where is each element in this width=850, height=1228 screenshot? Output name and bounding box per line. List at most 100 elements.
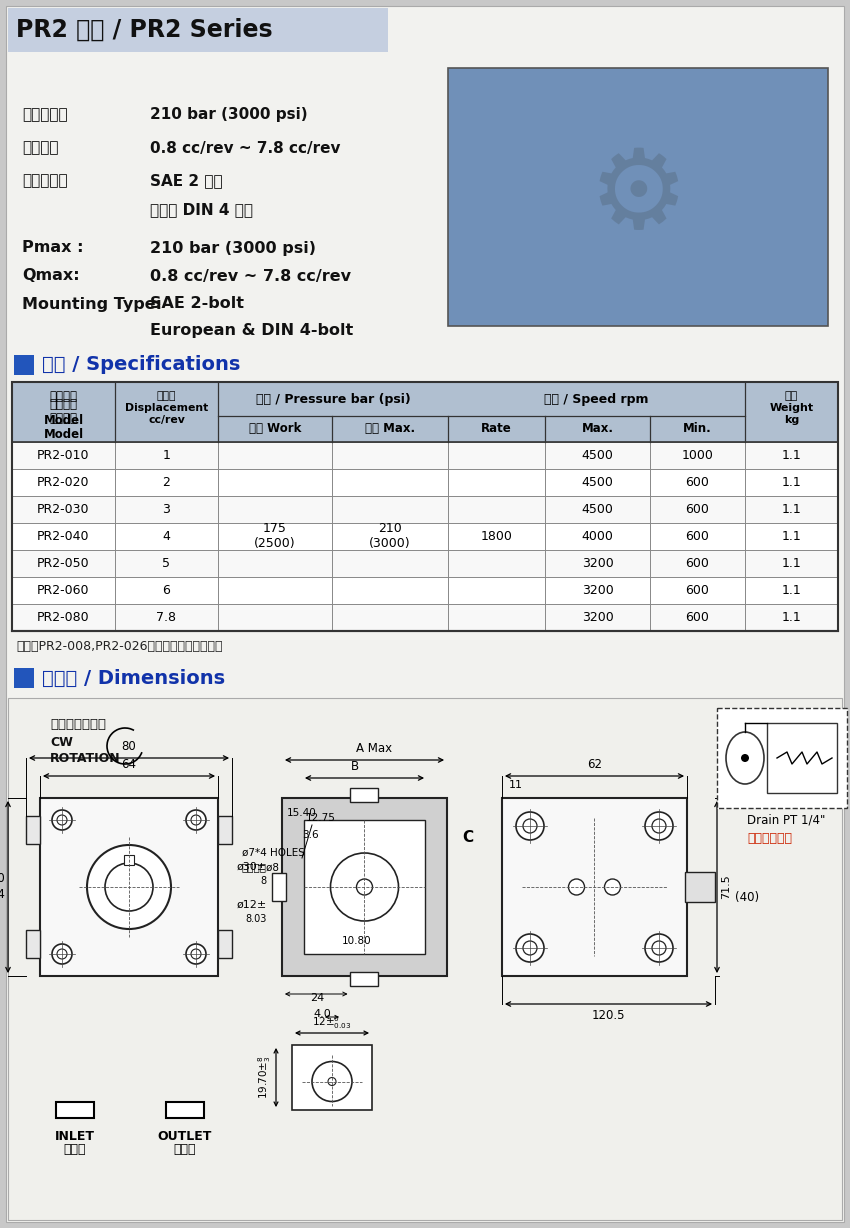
Text: 1800: 1800 xyxy=(480,530,513,543)
Text: A Max: A Max xyxy=(356,742,393,755)
Bar xyxy=(12,442,838,469)
Text: PR2-030: PR2-030 xyxy=(37,503,90,516)
Circle shape xyxy=(105,863,153,911)
Circle shape xyxy=(186,810,206,830)
Bar xyxy=(218,930,232,958)
Text: OUTLET: OUTLET xyxy=(158,1130,212,1143)
Text: 4.0: 4.0 xyxy=(313,1009,331,1019)
Bar xyxy=(350,788,378,802)
Text: 6: 6 xyxy=(162,585,171,597)
Text: 0.8 cc/rev ~ 7.8 cc/rev: 0.8 cc/rev ~ 7.8 cc/rev xyxy=(150,140,341,156)
Text: 84: 84 xyxy=(0,889,5,901)
Circle shape xyxy=(191,949,201,959)
Text: 順時針迴轉方向: 順時針迴轉方向 xyxy=(50,718,106,731)
Text: PR2-020: PR2-020 xyxy=(37,476,90,489)
Circle shape xyxy=(328,1077,336,1086)
Text: CW: CW xyxy=(50,736,73,749)
Circle shape xyxy=(87,845,171,930)
Circle shape xyxy=(569,879,585,895)
Circle shape xyxy=(331,853,399,921)
Text: 210 bar (3000 psi): 210 bar (3000 psi) xyxy=(150,108,308,123)
Bar xyxy=(12,523,838,550)
Bar xyxy=(56,1102,94,1117)
Text: Qmax:: Qmax: xyxy=(22,269,80,284)
Bar xyxy=(448,68,828,325)
Text: 産品型號
Model: 産品型號 Model xyxy=(43,413,83,442)
Bar xyxy=(12,604,838,631)
Circle shape xyxy=(516,935,544,962)
Bar xyxy=(282,798,447,976)
Circle shape xyxy=(57,815,67,825)
Text: 規格 / Specifications: 規格 / Specifications xyxy=(42,355,241,375)
Ellipse shape xyxy=(726,732,764,783)
Text: 2: 2 xyxy=(162,476,171,489)
Text: 600: 600 xyxy=(686,503,710,516)
Text: 3: 3 xyxy=(162,503,171,516)
Text: B: B xyxy=(350,760,359,772)
Text: PR2-010: PR2-010 xyxy=(37,449,90,462)
Text: 工作 Work: 工作 Work xyxy=(249,422,301,436)
Circle shape xyxy=(191,815,201,825)
Bar xyxy=(8,9,388,52)
Circle shape xyxy=(52,944,72,964)
Circle shape xyxy=(516,812,544,840)
Text: 210 bar (3000 psi): 210 bar (3000 psi) xyxy=(150,241,316,255)
Text: 平頭螺絲ø8: 平頭螺絲ø8 xyxy=(242,862,280,872)
Bar xyxy=(166,1102,204,1117)
Circle shape xyxy=(523,819,537,833)
Text: 3200: 3200 xyxy=(581,612,614,624)
Bar xyxy=(292,1045,372,1110)
Text: 附註：PR2-008,PR2-026為特殊規格，接受訂製: 附註：PR2-008,PR2-026為特殊規格，接受訂製 xyxy=(16,640,223,652)
Text: 吐出量：: 吐出量： xyxy=(22,140,59,156)
Text: 重量
Weight
kg: 重量 Weight kg xyxy=(769,391,813,425)
Text: Min.: Min. xyxy=(683,422,711,436)
Text: European & DIN 4-bolt: European & DIN 4-bolt xyxy=(150,323,354,338)
Bar xyxy=(8,698,842,1219)
Text: 4500: 4500 xyxy=(581,476,614,489)
Text: 12$\pm^0_{0.03}$: 12$\pm^0_{0.03}$ xyxy=(312,1014,352,1032)
Bar xyxy=(26,815,40,844)
Text: Max.: Max. xyxy=(581,422,614,436)
Bar xyxy=(124,855,134,865)
Text: 1.1: 1.1 xyxy=(782,612,802,624)
Circle shape xyxy=(312,1061,352,1102)
Bar xyxy=(12,496,838,523)
Text: 15.40: 15.40 xyxy=(287,808,317,818)
Circle shape xyxy=(741,754,749,763)
Text: ø7*4 HOLES: ø7*4 HOLES xyxy=(242,849,305,858)
Text: 71.5: 71.5 xyxy=(721,874,731,899)
Text: 600: 600 xyxy=(686,530,710,543)
Text: 1.1: 1.1 xyxy=(782,503,802,516)
Text: 62: 62 xyxy=(587,758,602,771)
Text: 64: 64 xyxy=(122,758,137,771)
Text: 1.1: 1.1 xyxy=(782,558,802,570)
Text: 1.1: 1.1 xyxy=(782,476,802,489)
Text: 壓力 / Pressure bar (psi): 壓力 / Pressure bar (psi) xyxy=(256,393,411,405)
Bar xyxy=(272,873,286,901)
Text: ⚙: ⚙ xyxy=(588,144,688,251)
Text: 600: 600 xyxy=(686,476,710,489)
Text: 4: 4 xyxy=(162,530,171,543)
Circle shape xyxy=(356,879,372,895)
Text: 19.70±$^8_3$: 19.70±$^8_3$ xyxy=(256,1056,273,1099)
Bar xyxy=(502,798,687,976)
Text: 轉速 / Speed rpm: 轉速 / Speed rpm xyxy=(544,393,649,405)
Text: 0.8 cc/rev ~ 7.8 cc/rev: 0.8 cc/rev ~ 7.8 cc/rev xyxy=(150,269,351,284)
Text: 600: 600 xyxy=(686,612,710,624)
Bar xyxy=(40,798,218,976)
Text: 1: 1 xyxy=(162,449,171,462)
Bar xyxy=(350,973,378,986)
Text: 吐出量
Displacement
cc/rev: 吐出量 Displacement cc/rev xyxy=(125,391,208,425)
Text: 3.6: 3.6 xyxy=(302,830,319,840)
Text: Drain PT 1/4": Drain PT 1/4" xyxy=(747,813,825,826)
Text: 3200: 3200 xyxy=(581,558,614,570)
Text: PR2-060: PR2-060 xyxy=(37,585,90,597)
Text: 12.75: 12.75 xyxy=(306,813,336,823)
Text: 10.80: 10.80 xyxy=(342,936,371,946)
Bar xyxy=(717,709,847,808)
Text: 175
(2500): 175 (2500) xyxy=(254,522,296,550)
Text: 歐洲及 DIN 4 孔式: 歐洲及 DIN 4 孔式 xyxy=(150,203,253,217)
Text: 産品型號: 産品型號 xyxy=(49,391,77,404)
Bar xyxy=(14,355,34,375)
Text: 120.5: 120.5 xyxy=(592,1009,626,1022)
